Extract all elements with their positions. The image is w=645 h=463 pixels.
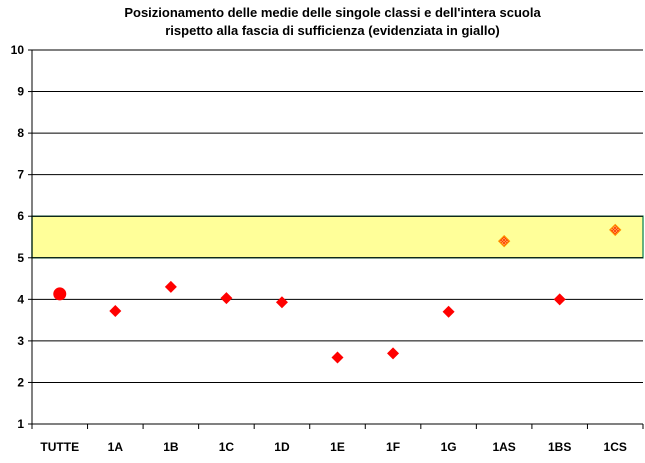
data-point-1bs	[553, 293, 566, 306]
data-point-1d	[275, 296, 288, 309]
y-tick-label: 1	[17, 417, 24, 431]
x-tick-label: 1B	[163, 440, 179, 454]
y-tick-label: 8	[17, 126, 24, 140]
data-point-1f	[387, 347, 400, 360]
chart-title: Posizionamento delle medie delle singole…	[20, 4, 645, 40]
x-tick-label: 1A	[108, 440, 124, 454]
data-point-1as	[497, 234, 511, 248]
y-tick-label: 6	[17, 209, 24, 223]
y-tick-label: 2	[17, 375, 24, 389]
x-tick-label: 1F	[386, 440, 400, 454]
x-tick-label: TUTTE	[40, 440, 79, 454]
x-tick-label: 1C	[219, 440, 235, 454]
data-point-1c	[220, 292, 233, 305]
x-tick-label: 1G	[441, 440, 457, 454]
x-tick-label: 1CS	[604, 440, 627, 454]
x-tick-label: 1AS	[492, 440, 515, 454]
y-tick-label: 5	[17, 251, 24, 265]
x-tick-label: 1D	[274, 440, 290, 454]
y-tick-label: 7	[17, 168, 24, 182]
chart-title-line-2: rispetto alla fascia di sufficienza (evi…	[165, 23, 500, 38]
x-tick-label: 1E	[330, 440, 345, 454]
data-point-1e	[331, 351, 344, 364]
x-tick-label: 1BS	[548, 440, 571, 454]
data-point-1b	[164, 280, 177, 293]
y-tick-label: 10	[11, 43, 25, 57]
sufficiency-band	[31, 215, 644, 259]
data-point-1g	[442, 305, 455, 318]
data-point-1cs	[609, 223, 622, 237]
y-tick-label: 9	[17, 85, 24, 99]
chart-title-line-1: Posizionamento delle medie delle singole…	[124, 5, 541, 20]
y-tick-label: 4	[17, 292, 24, 306]
y-tick-label: 3	[17, 334, 24, 348]
data-point-tutte	[53, 287, 67, 301]
data-point-1a	[109, 304, 122, 317]
